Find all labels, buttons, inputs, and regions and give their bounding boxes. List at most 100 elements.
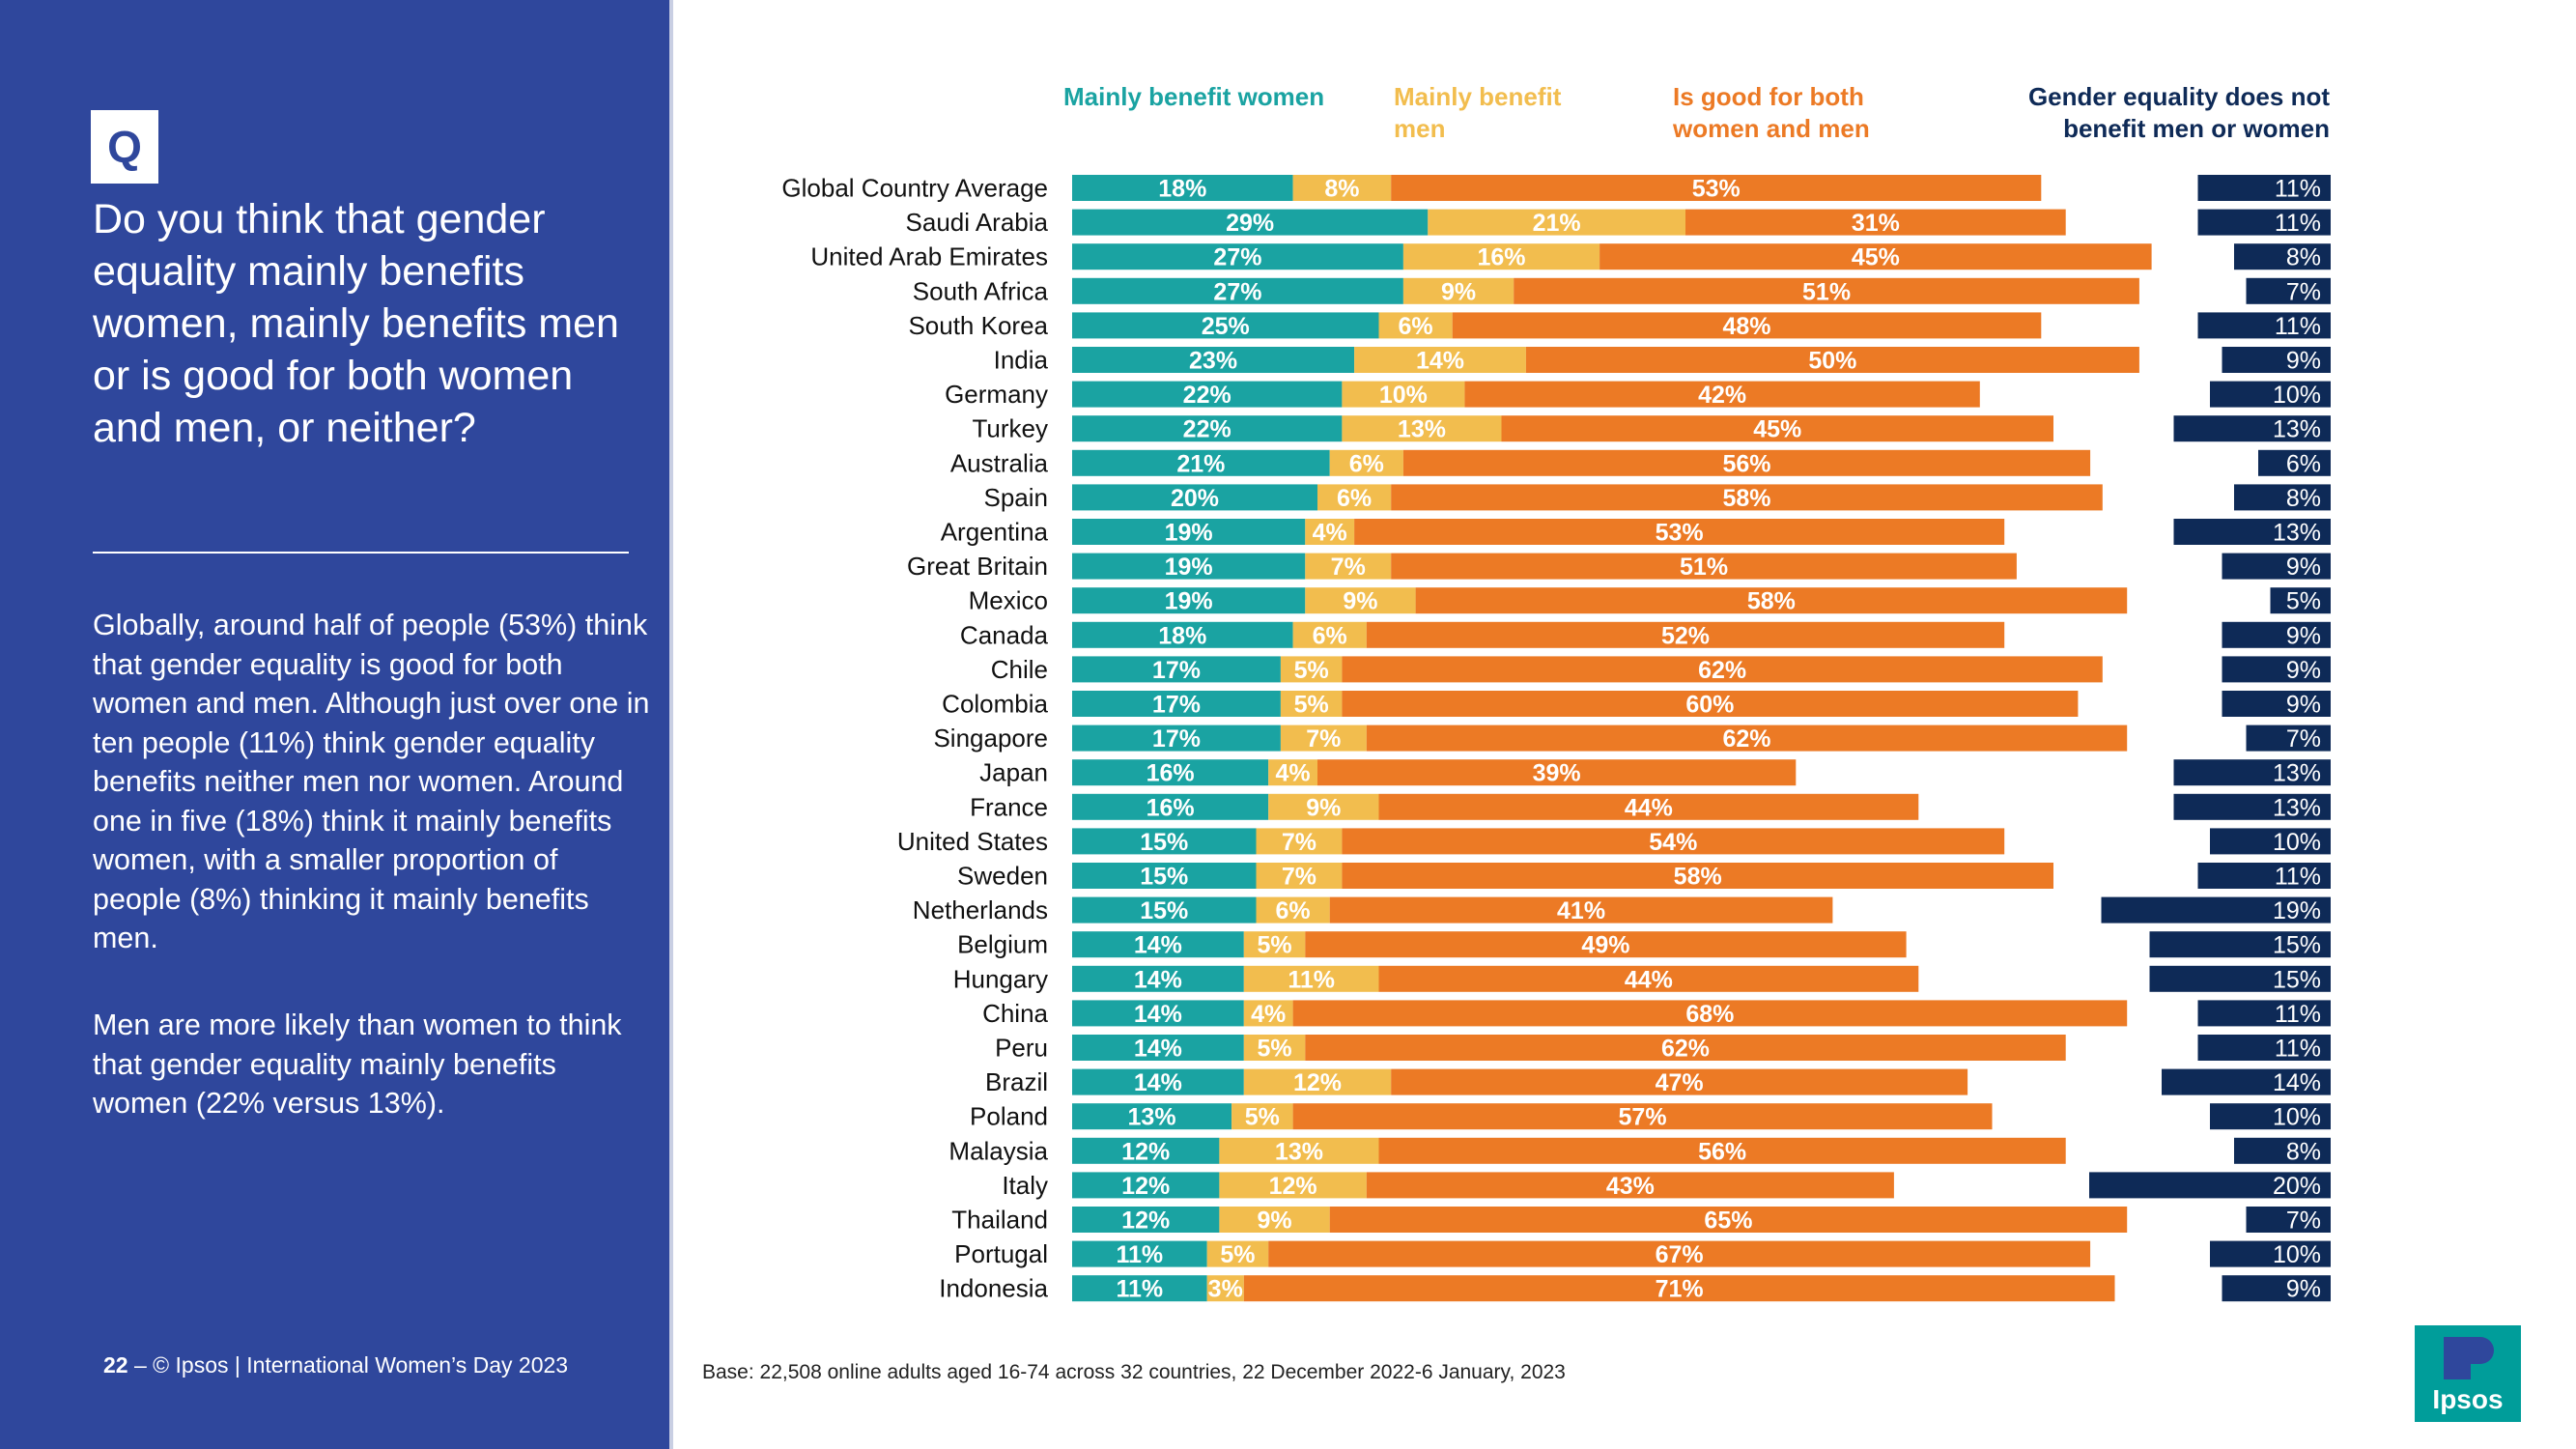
bar-segment (1072, 277, 1403, 304)
category-label: Malaysia (948, 1136, 1048, 1165)
category-label: Italy (1002, 1171, 1048, 1200)
bar-segment (2149, 965, 2331, 992)
bar-segment (1378, 1137, 2066, 1164)
data-label: 47% (1656, 1069, 1704, 1096)
data-label: 6% (1313, 622, 1347, 649)
bar-segment (1366, 724, 2128, 752)
data-label: 11% (1288, 966, 1335, 993)
bar-segment (1072, 1035, 1244, 1061)
bar-segment (1072, 656, 1281, 683)
data-label: 20% (1171, 485, 1219, 512)
bar-segment (1072, 724, 1281, 752)
bar-segment (1072, 621, 1293, 648)
data-label: 65% (1704, 1208, 1752, 1235)
summary-paragraph-1: Globally, around half of people (53%) th… (93, 609, 650, 954)
bar-segment (1268, 793, 1379, 820)
data-label: 44% (1625, 794, 1673, 821)
data-label: 25% (1202, 313, 1250, 340)
bar-segment (1525, 347, 2139, 373)
data-label: 15% (1140, 829, 1188, 856)
category-label: Singapore (933, 724, 1048, 753)
bar-segment (1072, 415, 1343, 442)
bar-segment (1317, 484, 1392, 511)
data-label: 17% (1152, 725, 1201, 753)
legend-women: Mainly benefit women (1063, 82, 1325, 111)
data-label: 4% (1276, 760, 1311, 787)
data-label: 8% (2286, 485, 2321, 512)
bar-segment (2222, 691, 2331, 717)
data-label: 18% (1158, 176, 1206, 203)
bar-segment (1305, 587, 1416, 614)
category-label: Great Britain (907, 552, 1048, 581)
bar-segment (1072, 484, 1317, 511)
bar-segment (2197, 175, 2331, 201)
bar-segment (1243, 1035, 1306, 1061)
bar-segment (1072, 381, 1343, 408)
bar-segment (2197, 1000, 2331, 1027)
bar-segment (1378, 965, 1919, 992)
bar-segment (1072, 1240, 1207, 1267)
bar-segment (1317, 759, 1797, 786)
bar-segment (2173, 415, 2331, 442)
bar-segment (1072, 691, 1281, 717)
data-label: 12% (1293, 1069, 1342, 1096)
data-label: 20% (2273, 1173, 2321, 1200)
data-label: 7% (2286, 1208, 2321, 1235)
category-label: Mexico (969, 586, 1048, 615)
category-label: Spain (984, 483, 1049, 512)
data-label: 19% (1165, 588, 1213, 615)
category-label: Indonesia (939, 1274, 1048, 1303)
legend-men: Mainly benefit men (1394, 82, 1562, 143)
data-label: 9% (1306, 794, 1341, 821)
data-label: 68% (1685, 1001, 1734, 1028)
category-label: Brazil (985, 1067, 1048, 1096)
data-label: 58% (1747, 588, 1796, 615)
category-label: Netherlands (913, 895, 1048, 924)
data-label: 12% (1121, 1138, 1170, 1165)
bar-segment (1072, 209, 1429, 236)
bar-segment (1329, 449, 1403, 476)
bar-segment (1243, 1068, 1392, 1095)
bar-segment (1366, 1172, 1894, 1199)
data-label: 15% (1140, 897, 1188, 924)
data-label: 7% (1306, 725, 1341, 753)
data-label: 31% (1852, 210, 1900, 237)
bar-segment (1685, 209, 2066, 236)
bar-segment (1206, 1240, 1269, 1267)
bar-segment (2101, 896, 2331, 923)
data-label: 58% (1674, 864, 1722, 891)
bar-segment (2197, 863, 2331, 889)
category-label: India (994, 346, 1049, 375)
bar-segment (2173, 519, 2331, 545)
data-label: 9% (2286, 657, 2321, 684)
data-label: 8% (1324, 176, 1359, 203)
data-label: 5% (1245, 1104, 1280, 1131)
logo-mark (2444, 1337, 2494, 1379)
bar-segment (1342, 415, 1502, 442)
data-label: 27% (1213, 244, 1261, 271)
bar-segment (1402, 243, 1600, 270)
data-label: 9% (2286, 554, 2321, 581)
data-label: 52% (1661, 622, 1710, 649)
data-label: 23% (1189, 348, 1237, 375)
data-label: 17% (1152, 657, 1201, 684)
bar-segment (2149, 931, 2331, 958)
bar-segment (2234, 243, 2331, 270)
data-label: 57% (1619, 1104, 1667, 1131)
page-number: 22 (103, 1352, 128, 1378)
data-label: 44% (1625, 966, 1673, 993)
data-label: 10% (2273, 1241, 2321, 1268)
question-text: Do you think that gender equality mainly… (93, 196, 619, 451)
bar-segment (1219, 1172, 1367, 1199)
data-label: 7% (2286, 725, 2321, 753)
data-label: 56% (1722, 450, 1770, 477)
category-label: United States (897, 827, 1048, 856)
category-label: Peru (995, 1034, 1048, 1063)
data-label: 51% (1680, 554, 1728, 581)
data-label: 15% (1140, 864, 1188, 891)
bar-segment (1366, 621, 2005, 648)
data-label: 11% (2275, 864, 2321, 891)
bar-segment (1072, 449, 1330, 476)
bar-segment (2210, 1240, 2331, 1267)
data-label: 11% (1117, 1276, 1164, 1303)
